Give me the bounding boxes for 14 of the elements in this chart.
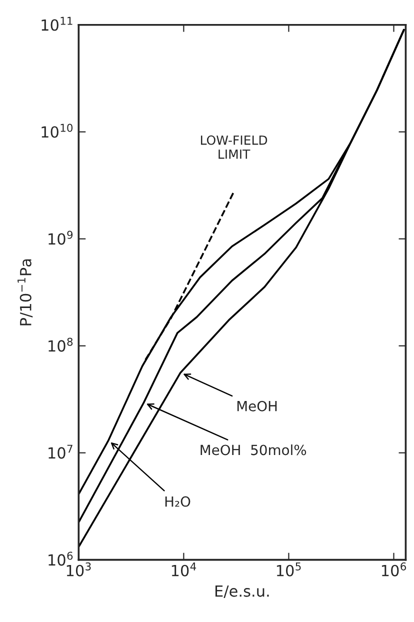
x-tick-label: 10$^{6}$ (382, 562, 406, 576)
annotation: MeOH (237, 400, 277, 412)
annotation: MeOH 50mol% (200, 444, 306, 456)
x-tick-label: 10$^{4}$ (172, 562, 196, 576)
y-axis-title: P/10$^{−1}$Pa (18, 259, 33, 326)
annotation: H₂O (165, 496, 190, 507)
y-tick-label: 10$^{8}$ (48, 338, 73, 352)
x-tick-label: 10$^{5}$ (276, 562, 301, 576)
y-tick-label: 10$^{10}$ (42, 124, 73, 138)
x-axis-title: E/e.s.u. (215, 585, 269, 598)
y-tick-label: 10$^{7}$ (48, 444, 72, 459)
y-tick-label: 10$^{11}$ (42, 16, 72, 31)
annotation: LOW-FIELD LIMIT (200, 135, 268, 159)
y-tick-label: 10$^{9}$ (48, 230, 73, 245)
